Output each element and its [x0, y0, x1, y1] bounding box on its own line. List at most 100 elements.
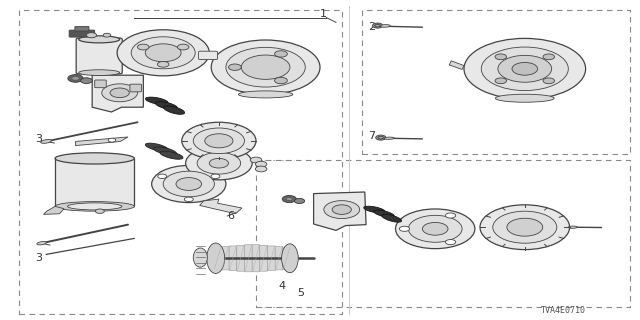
FancyBboxPatch shape [244, 244, 252, 272]
Polygon shape [449, 61, 464, 69]
Circle shape [422, 222, 448, 235]
Ellipse shape [156, 102, 177, 109]
FancyBboxPatch shape [221, 246, 229, 270]
Circle shape [282, 196, 296, 203]
Circle shape [86, 33, 97, 38]
Circle shape [68, 75, 83, 82]
Circle shape [275, 51, 287, 57]
Circle shape [197, 152, 241, 174]
Circle shape [226, 47, 305, 87]
Ellipse shape [68, 203, 122, 210]
FancyBboxPatch shape [75, 27, 89, 31]
Polygon shape [76, 137, 128, 146]
Circle shape [481, 47, 568, 91]
Circle shape [152, 165, 226, 203]
FancyBboxPatch shape [275, 246, 283, 270]
Text: 6: 6 [227, 211, 234, 221]
Circle shape [255, 166, 267, 172]
Circle shape [294, 198, 305, 204]
Ellipse shape [55, 202, 134, 211]
Ellipse shape [145, 143, 168, 151]
Circle shape [399, 226, 410, 231]
Circle shape [108, 138, 116, 142]
Ellipse shape [282, 244, 298, 273]
Polygon shape [44, 206, 64, 214]
Circle shape [396, 209, 475, 249]
Text: TVA4E0710: TVA4E0710 [541, 306, 586, 315]
Circle shape [102, 84, 138, 102]
Circle shape [205, 134, 233, 148]
Text: 3: 3 [35, 134, 42, 144]
Ellipse shape [160, 151, 183, 159]
Circle shape [498, 55, 552, 82]
Ellipse shape [207, 243, 225, 273]
Circle shape [376, 135, 386, 140]
Circle shape [72, 76, 79, 80]
Circle shape [193, 128, 244, 154]
Ellipse shape [37, 242, 46, 245]
Circle shape [157, 174, 166, 179]
Circle shape [378, 136, 383, 139]
Ellipse shape [495, 94, 554, 102]
Circle shape [131, 37, 195, 69]
Circle shape [332, 205, 351, 214]
Text: 5: 5 [298, 288, 305, 298]
Circle shape [493, 211, 557, 243]
Circle shape [177, 44, 189, 50]
Circle shape [157, 61, 169, 67]
FancyBboxPatch shape [95, 80, 106, 88]
Circle shape [464, 38, 586, 99]
Circle shape [117, 30, 209, 76]
Circle shape [275, 77, 287, 84]
Circle shape [95, 209, 104, 213]
Circle shape [138, 44, 149, 50]
FancyBboxPatch shape [55, 158, 134, 206]
FancyBboxPatch shape [214, 247, 221, 269]
FancyBboxPatch shape [237, 245, 244, 271]
Circle shape [507, 218, 543, 236]
Circle shape [241, 55, 290, 79]
Ellipse shape [55, 153, 134, 164]
Circle shape [110, 88, 129, 98]
Circle shape [543, 54, 554, 60]
Ellipse shape [154, 147, 177, 155]
Circle shape [184, 197, 193, 202]
Text: 1: 1 [320, 9, 327, 20]
Ellipse shape [79, 36, 120, 43]
Circle shape [255, 161, 267, 167]
Circle shape [445, 240, 456, 245]
Circle shape [209, 158, 228, 168]
Circle shape [182, 122, 256, 159]
Ellipse shape [380, 25, 390, 27]
FancyBboxPatch shape [260, 245, 268, 271]
Text: 7: 7 [368, 131, 375, 141]
Ellipse shape [41, 140, 51, 143]
Circle shape [163, 171, 214, 197]
Circle shape [375, 24, 380, 27]
Polygon shape [314, 192, 366, 230]
FancyBboxPatch shape [69, 30, 95, 37]
Ellipse shape [164, 106, 184, 114]
Ellipse shape [238, 91, 292, 98]
Circle shape [495, 54, 507, 60]
Ellipse shape [79, 70, 120, 76]
Ellipse shape [193, 248, 207, 267]
Ellipse shape [568, 226, 577, 228]
Circle shape [145, 44, 181, 62]
FancyBboxPatch shape [229, 246, 237, 271]
Circle shape [176, 178, 202, 190]
Circle shape [495, 78, 507, 84]
Text: 4: 4 [278, 281, 285, 292]
Circle shape [543, 78, 554, 84]
Ellipse shape [374, 210, 394, 217]
Circle shape [103, 33, 111, 37]
FancyBboxPatch shape [76, 38, 122, 74]
FancyBboxPatch shape [283, 247, 291, 269]
FancyBboxPatch shape [198, 51, 218, 60]
Text: 3: 3 [35, 252, 42, 263]
Polygon shape [92, 75, 143, 112]
Circle shape [186, 147, 252, 180]
Circle shape [512, 62, 538, 75]
FancyBboxPatch shape [268, 246, 275, 271]
FancyBboxPatch shape [130, 84, 141, 92]
